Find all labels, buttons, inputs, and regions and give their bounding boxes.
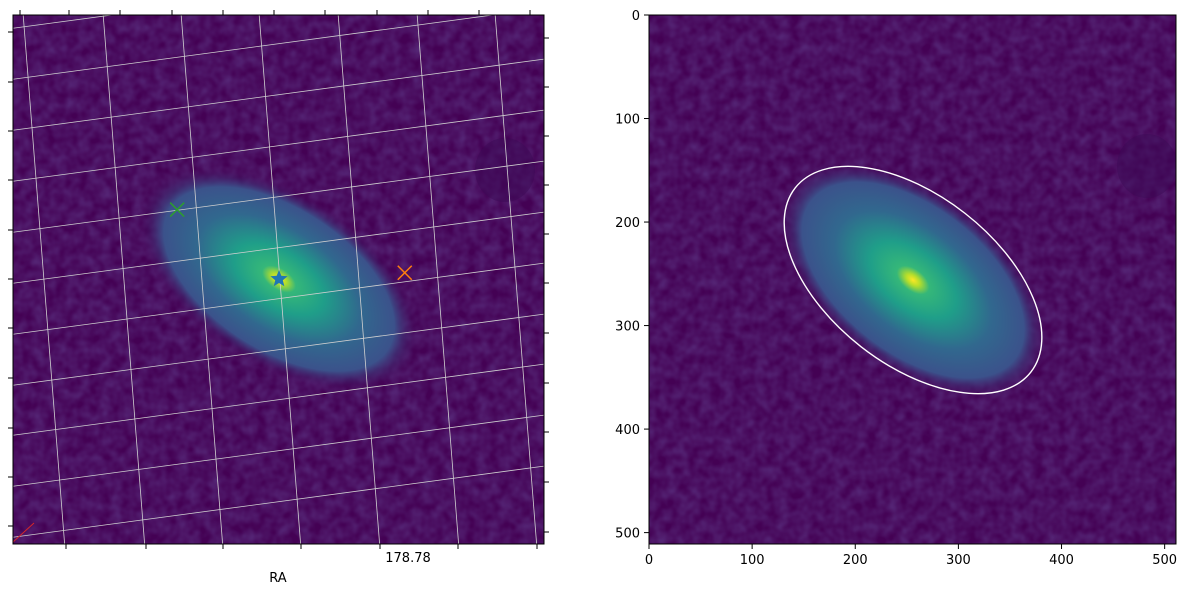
y-tick-label: 100 (615, 113, 640, 128)
axes-frame-right (648, 14, 1177, 545)
x-marker (169, 202, 185, 218)
y-tick-label: 300 (615, 320, 640, 335)
x-tick-label: 0 (645, 553, 653, 568)
grid-line-dec (13, 465, 544, 538)
grid-line-dec (13, 262, 544, 335)
grid-line-ra (22, 15, 66, 544)
red-edge-line (13, 522, 35, 543)
x-tick-label: 200 (843, 553, 868, 568)
galaxy-glow (777, 160, 1049, 400)
grid-line-dec (13, 15, 116, 29)
dark-patch (1117, 134, 1176, 198)
wcs-image-panel: 178.78 RA (8, 0, 620, 595)
grid-line-ra (258, 15, 302, 544)
y-tick-label: 400 (615, 423, 640, 438)
y-tick-label: 0 (632, 9, 640, 24)
grid-line-dec (13, 15, 496, 80)
grid-line-dec (13, 414, 544, 487)
grid-line-ra (573, 0, 620, 595)
grid-line-ra (180, 15, 224, 544)
grid-line-dec (13, 160, 544, 233)
grid-line-dec (13, 211, 544, 284)
star-marker (270, 269, 288, 287)
x-tick-label: 500 (1152, 553, 1177, 568)
grid-line-ra (337, 15, 381, 544)
x-tick-label: 300 (946, 553, 971, 568)
y-tick-label: 200 (615, 216, 640, 231)
dark-patch (475, 138, 535, 202)
x-tick-label-178-78: 178.78 (385, 551, 431, 566)
x-marker (397, 265, 413, 281)
grid-line-dec (13, 109, 544, 182)
axis-ticks-left (8, 10, 549, 549)
grid-line-dec (13, 313, 544, 386)
x-tick-label: 400 (1049, 553, 1074, 568)
y-tick-label: 500 (615, 527, 640, 542)
grid-line-dec (13, 58, 544, 131)
grid-line-ra (102, 15, 146, 544)
markers (169, 202, 413, 287)
axis-ticks-right: 0 100 200 300 400 500 0 100 200 300 400 500 (615, 9, 1177, 568)
pixel-image-panel: 0 100 200 300 400 500 0 100 200 300 400 500 (615, 9, 1177, 568)
x-axis-label: RA (269, 571, 287, 586)
grid-line-dec (13, 363, 544, 436)
coordinate-grid (13, 0, 620, 595)
x-tick-label: 100 (740, 553, 765, 568)
grid-line-ra (416, 15, 460, 544)
aperture-ellipse (783, 165, 1043, 395)
grid-line-ra (494, 15, 538, 544)
